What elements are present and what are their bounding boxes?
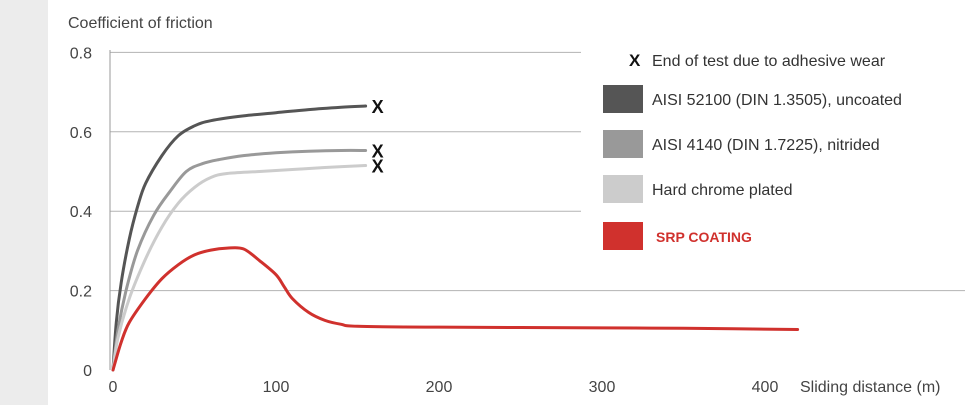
- x-tick-label: 100: [263, 379, 290, 396]
- end-marker-0: X: [372, 97, 384, 117]
- y-tick-label: 0.2: [70, 284, 92, 301]
- legend-label-0: AISI 52100 (DIN 1.3505), uncoated: [652, 92, 902, 109]
- x-axis-title: Sliding distance (m): [800, 379, 941, 396]
- chart-panel: [48, 0, 965, 405]
- x-tick-label: 0: [109, 379, 118, 396]
- y-tick-label: 0.6: [70, 125, 92, 142]
- y-tick-label: 0.8: [70, 45, 92, 62]
- legend-label-2: Hard chrome plated: [652, 182, 793, 199]
- series-line-0: [111, 104, 368, 372]
- x-tick-label: 200: [426, 379, 453, 396]
- y-tick-label: 0.4: [70, 204, 92, 221]
- y-axis-title: Coefficient of friction: [68, 15, 213, 32]
- end-marker-1: X: [372, 141, 384, 161]
- end-marker-2: X: [372, 157, 384, 177]
- legend-end-marker-symbol: X: [629, 51, 641, 70]
- legend-swatch-0: [603, 85, 643, 113]
- series-line-2: [111, 164, 368, 372]
- y-tick-label: 0: [83, 363, 92, 380]
- legend-end-marker-label: End of test due to adhesive wear: [652, 53, 886, 70]
- x-tick-label: 300: [589, 379, 616, 396]
- legend-label-1: AISI 4140 (DIN 1.7225), nitrided: [652, 137, 880, 154]
- legend-swatch-1: [603, 130, 643, 158]
- legend-swatch-2: [603, 175, 643, 203]
- series-line-1: [111, 148, 368, 372]
- legend-swatch-3: [603, 222, 643, 250]
- series-line-3: [111, 246, 800, 372]
- x-tick-label: 400: [752, 379, 779, 396]
- legend-label-3: SRP COATING: [656, 229, 752, 245]
